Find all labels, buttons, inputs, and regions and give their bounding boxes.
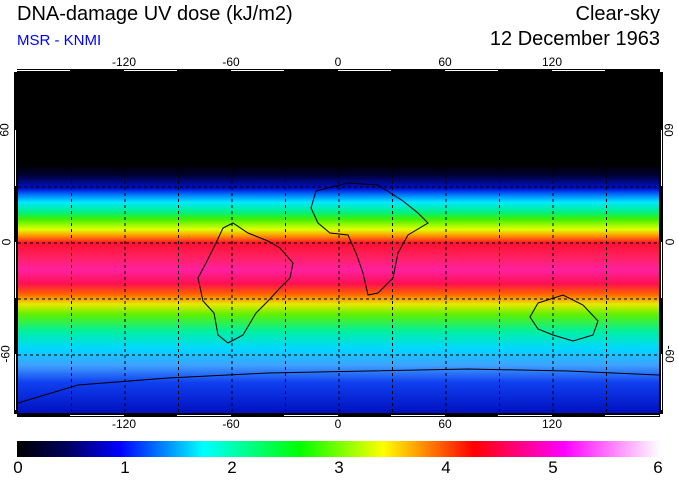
lon-label-bottom: -120 [111, 417, 137, 431]
lon-label-top: 120 [541, 55, 563, 69]
lat-label-right: -60 [662, 345, 677, 363]
uv-dose-map [17, 72, 660, 414]
colorbar [17, 441, 660, 457]
lon-label-top: -120 [111, 55, 137, 69]
map-overlay [18, 73, 659, 413]
condition-label: Clear-sky [575, 3, 660, 25]
antarctica-outline [18, 368, 659, 404]
lon-label-top: -60 [222, 55, 240, 69]
lat-label-left: 0 [0, 238, 14, 246]
lat-label-left: -60 [0, 345, 13, 363]
graticule [18, 73, 659, 413]
lat-label-right: 60 [661, 123, 676, 137]
colorbar-tick: 3 [334, 458, 344, 477]
lon-label-top: 60 [438, 55, 452, 69]
colorbar-tick: 5 [548, 458, 558, 477]
colorbar-tick: 4 [441, 458, 451, 477]
colorbar-tick: 6 [653, 458, 663, 477]
colorbar-tick: 1 [120, 458, 130, 477]
lon-label-bottom: 60 [438, 417, 452, 431]
lon-label-top: 0 [334, 55, 342, 69]
australia-outline [529, 294, 599, 342]
map-title: DNA-damage UV dose (kJ/m2) [17, 3, 293, 25]
colorbar-tick: 0 [13, 458, 23, 477]
coastlines [18, 182, 659, 404]
source-label: MSR - KNMI [17, 32, 102, 49]
lat-label-right: 0 [662, 238, 677, 246]
africa-outline [310, 182, 429, 296]
colorbar-tick: 2 [227, 458, 237, 477]
south-america-outline [197, 222, 294, 344]
lon-label-bottom: -60 [222, 417, 240, 431]
lon-label-bottom: 120 [541, 417, 563, 431]
lat-label-left: 60 [0, 123, 12, 137]
date-label: 12 December 1963 [489, 28, 660, 50]
lon-label-bottom: 0 [334, 417, 342, 431]
